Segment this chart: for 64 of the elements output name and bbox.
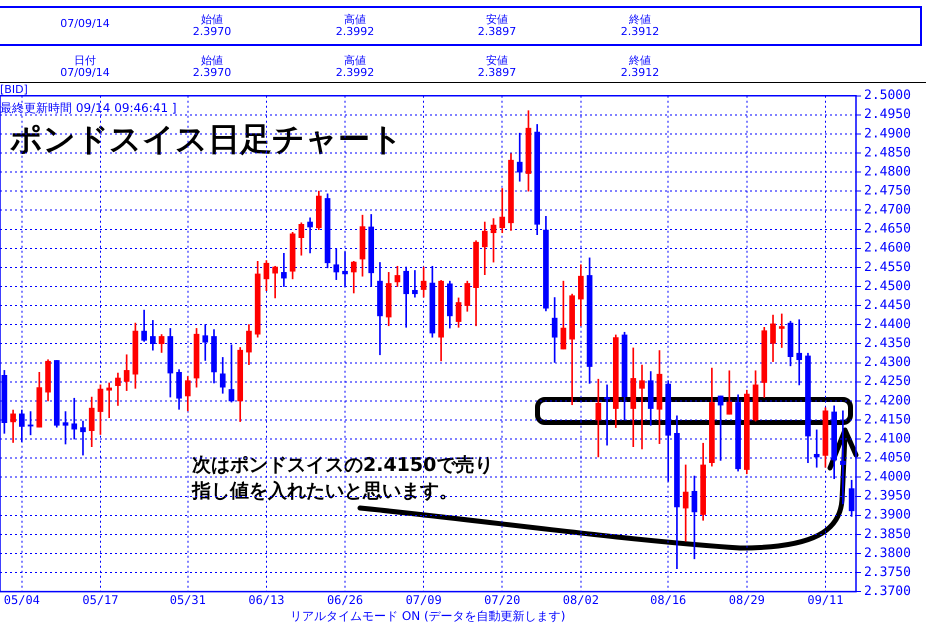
text: 2.3912 bbox=[620, 66, 660, 79]
y-tick-label: 2.4400 bbox=[864, 317, 911, 332]
y-tick-label: 2.4850 bbox=[864, 145, 911, 160]
text: 始値 bbox=[201, 54, 223, 67]
x-tick-label: 07/09 bbox=[406, 592, 442, 607]
x-tick-label: 05/17 bbox=[82, 592, 119, 607]
text: 2.3970 bbox=[192, 25, 232, 38]
x-tick-label: 05/04 bbox=[4, 592, 40, 607]
text: 2.3897 bbox=[478, 25, 516, 38]
y-tick-label: 2.3850 bbox=[864, 526, 911, 542]
text: 安値 bbox=[486, 13, 508, 26]
text: 2.3992 bbox=[336, 66, 374, 79]
text: 07/09/14 bbox=[60, 66, 110, 79]
text: 日付 bbox=[74, 54, 96, 67]
candlestick bbox=[639, 364, 645, 450]
x-tick-label: 08/29 bbox=[728, 592, 765, 607]
y-tick-label: 2.3950 bbox=[864, 488, 911, 504]
y-tick-label: 2.4750 bbox=[864, 184, 911, 199]
x-tick-label: 09/11 bbox=[807, 592, 844, 607]
y-tick-label: 2.4350 bbox=[864, 336, 911, 352]
x-tick-label: 06/26 bbox=[326, 592, 364, 607]
annotation: [BID] bbox=[0, 83, 28, 96]
candlestick bbox=[490, 218, 496, 262]
y-tick-label: 2.4200 bbox=[864, 393, 911, 408]
y-tick-label: 2.4150 bbox=[864, 412, 911, 428]
y-tick-label: 2.3700 bbox=[864, 584, 911, 599]
y-tick-label: 2.4600 bbox=[864, 240, 911, 256]
y-tick-label: 2.3750 bbox=[864, 564, 911, 580]
x-tick-label: 06/13 bbox=[248, 592, 284, 607]
y-tick-label: 2.4450 bbox=[864, 298, 911, 313]
y-tick-label: 2.4900 bbox=[864, 126, 911, 142]
text: ポンドスイス日足チャート bbox=[10, 119, 403, 160]
x-tick-label: 08/02 bbox=[562, 592, 599, 607]
text: 2.3992 bbox=[336, 25, 374, 38]
text: 終値 bbox=[629, 13, 651, 26]
x-tick-label: 08/16 bbox=[650, 592, 686, 607]
y-tick-label: 2.4100 bbox=[864, 431, 911, 446]
text: 2.3970 bbox=[192, 66, 232, 79]
annotation: 最終更新時間 09/14 09:46:41 ] bbox=[0, 100, 177, 117]
text: リアルタイムモード ON (データを自動更新します) bbox=[290, 608, 566, 624]
y-tick-label: 2.4950 bbox=[864, 107, 911, 122]
y-tick-label: 2.4250 bbox=[864, 374, 911, 390]
text: 高値 bbox=[344, 54, 366, 67]
text: 07/09/14 bbox=[59, 17, 111, 30]
y-tick-label: 2.4500 bbox=[864, 278, 911, 294]
x-tick-label: 07/20 bbox=[484, 592, 520, 607]
x-tick-label: 05/31 bbox=[170, 592, 206, 607]
y-tick-label: 2.4800 bbox=[864, 164, 911, 180]
y-tick-label: 2.3800 bbox=[864, 546, 911, 561]
text: 高値 bbox=[344, 13, 366, 26]
y-tick-label: 2.4550 bbox=[864, 260, 911, 275]
y-tick-label: 2.4000 bbox=[864, 470, 911, 485]
text: 2.3912 bbox=[620, 25, 660, 38]
text: 安値 bbox=[486, 54, 508, 67]
annotation: 次はポンドスイスの2.4150で売り bbox=[192, 453, 494, 478]
y-tick-label: 2.4300 bbox=[864, 355, 911, 370]
y-tick-label: 2.4700 bbox=[864, 202, 911, 218]
y-tick-label: 2.5000 bbox=[864, 88, 911, 104]
text: 始値 bbox=[201, 13, 223, 26]
y-tick-label: 2.3900 bbox=[864, 508, 911, 523]
text: 2.3897 bbox=[478, 66, 516, 79]
y-tick-label: 2.4050 bbox=[864, 450, 911, 466]
y-tick-label: 2.4650 bbox=[864, 222, 911, 237]
text: 終値 bbox=[629, 54, 651, 67]
